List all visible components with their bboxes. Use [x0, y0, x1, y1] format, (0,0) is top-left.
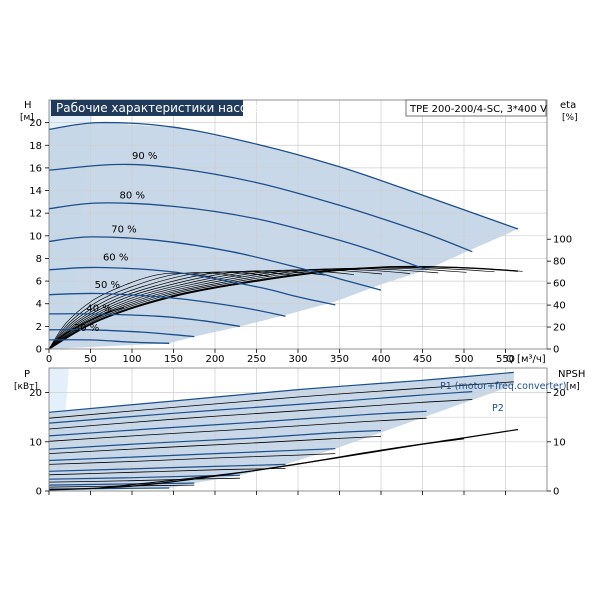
p1-curve [48, 391, 473, 424]
p1-curve [48, 410, 427, 437]
p2-curve [48, 381, 514, 419]
x-tick-label: 450 [413, 354, 432, 365]
speed-curve-label: 80 % [120, 190, 145, 201]
eta-tick-label: 100 [553, 235, 572, 246]
npsh-curve [98, 438, 465, 489]
head-tick-label: 4 [36, 299, 42, 310]
model-box [405, 99, 547, 117]
eta-curve [48, 267, 495, 350]
x-tick-label: 400 [371, 354, 390, 365]
eta-tick-label: 0 [553, 345, 559, 356]
p2-curve [48, 417, 427, 442]
x-tick-label: 300 [288, 354, 307, 365]
power-tick-label: 20 [29, 388, 42, 399]
head-tick-label: 12 [29, 209, 42, 220]
head-tick-label: 10 [29, 231, 42, 242]
speed-curve [48, 292, 286, 317]
flow-axis-label: Q [м³/ч] [506, 354, 546, 365]
head-tick-label: 6 [36, 277, 42, 288]
legend-p2: P2 [492, 403, 504, 414]
power-axis-unit: [кВт] [14, 382, 38, 392]
head-axis-unit: [м] [20, 113, 34, 123]
p2-curve [48, 436, 382, 454]
head-tick-label: 0 [36, 345, 42, 356]
x-tick-label: 200 [205, 354, 224, 365]
eta-tick-label: 80 [553, 257, 566, 268]
power-tick-label: 10 [29, 437, 42, 448]
speed-curve [48, 121, 519, 230]
p1-curve [48, 482, 195, 486]
x-tick-label: 250 [247, 354, 266, 365]
speed-curve-label: 70 % [111, 224, 136, 235]
eta-axis-label: eta [560, 100, 576, 111]
p1-curve [48, 429, 382, 450]
eta-curve [48, 271, 298, 350]
head-tick-label: 16 [29, 163, 42, 174]
head-tick-label: 18 [29, 141, 42, 152]
eta-curve [48, 272, 242, 350]
speed-curve [48, 266, 336, 306]
p2-curve [48, 468, 286, 476]
head-tick-label: 2 [36, 322, 42, 333]
npsh-axis-label: NPSH [558, 369, 585, 380]
p1-curve [48, 448, 336, 462]
speed-curve-label: 50 % [95, 280, 120, 291]
head-tick-label: 8 [36, 254, 42, 265]
speed-curve [48, 328, 195, 338]
eta-curve [48, 265, 519, 350]
model-label: TPE 200-200/4-SC, 3*400 V [409, 104, 547, 115]
speed-curve-label: 40 % [86, 304, 111, 315]
x-tick-label: 500 [454, 354, 473, 365]
x-tick-label: 100 [122, 354, 141, 365]
eta-tick-label: 60 [553, 279, 566, 290]
p2-curve [48, 477, 240, 483]
npsh-tick-label: 0 [553, 487, 559, 498]
chart-title: Рабочие характеристики насоса [56, 101, 261, 115]
speed-curve [48, 163, 473, 253]
npsh-tick-label: 20 [553, 388, 566, 399]
p1-curve [48, 487, 170, 490]
p2-curve [48, 399, 473, 430]
eta-axis-unit: [%] [562, 113, 578, 123]
npsh-tick-label: 10 [553, 437, 566, 448]
x-tick-label: 0 [46, 354, 52, 365]
x-tick-label: 150 [164, 354, 183, 365]
eta-tick-label: 20 [553, 323, 566, 334]
speed-curve-label: 30 % [74, 323, 99, 334]
speed-curve-label: 90 % [132, 151, 157, 162]
head-chart: 100 %90 %80 %70 %60 %50 %40 %30 %0246810… [20, 99, 578, 365]
eta-curve [48, 306, 124, 350]
head-axis-label: H [24, 100, 32, 111]
x-tick-label: 50 [84, 354, 97, 365]
x-tick-label: 350 [330, 354, 349, 365]
p1-curve [48, 371, 514, 413]
eta-curve [48, 267, 467, 350]
power-tick-label: 0 [36, 487, 42, 498]
speed-curve [48, 236, 382, 291]
power-axis-label: P [24, 369, 30, 380]
p1-curve [48, 463, 286, 472]
npsh-axis-unit: [м] [566, 382, 580, 392]
speed-curve [48, 313, 241, 328]
head-tick-label: 20 [29, 118, 42, 129]
speed-curve-label: 60 % [103, 253, 128, 264]
title-bar [51, 100, 243, 116]
legend-p1: P1 (motor+freq.converter) [440, 381, 567, 392]
head-tick-label: 14 [29, 186, 42, 197]
eta-tick-label: 40 [553, 301, 566, 312]
x-tick-label: 550 [496, 354, 515, 365]
power-chart: 0 10 20 0 10 20 P [кВт] NPSH [м]P1 (motor+freq.co… [14, 367, 585, 498]
speed-curve [48, 339, 170, 344]
p2-curve [48, 453, 336, 465]
speed-curve [48, 202, 427, 271]
eta-curve [48, 268, 439, 350]
